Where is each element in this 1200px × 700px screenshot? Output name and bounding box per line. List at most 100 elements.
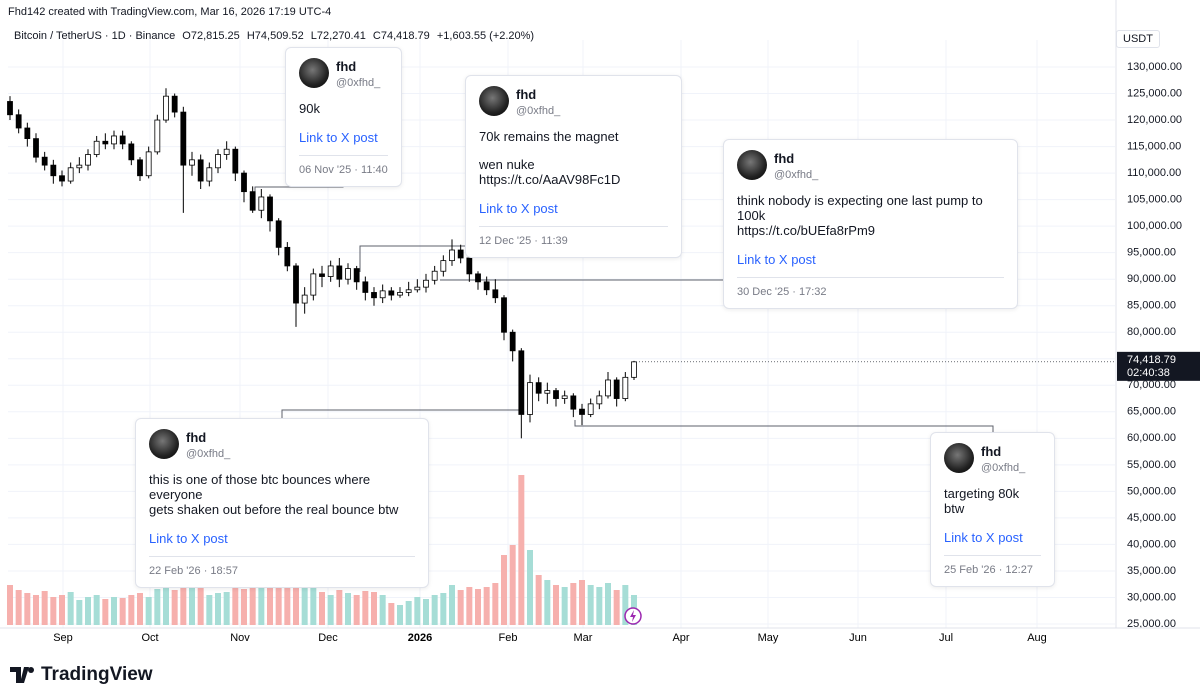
volume-bar <box>128 595 135 625</box>
candle-body <box>388 290 395 296</box>
candle-body <box>50 164 57 177</box>
candle-body <box>284 246 291 267</box>
candle-body <box>501 297 507 333</box>
candle-body <box>535 382 542 394</box>
volume-bar <box>154 589 161 625</box>
logo[interactable]: TradingView <box>10 664 153 686</box>
volume-bar <box>15 590 22 625</box>
candle-body <box>258 196 265 211</box>
candle-body <box>137 159 143 177</box>
legend: Bitcoin / TetherUS · 1D · Binance O72,81… <box>14 30 538 42</box>
price-badge <box>1117 351 1200 381</box>
volume-bar <box>111 597 117 625</box>
volume-bar <box>267 583 273 625</box>
post-line: this is one of those btc bounces where e… <box>149 472 371 502</box>
candle-body <box>232 148 239 174</box>
x-tick-label: 2026 <box>408 632 432 644</box>
volume-bar <box>336 590 343 625</box>
x-tick-label: Mar <box>574 632 593 644</box>
candle-body <box>596 395 603 405</box>
post-line: think nobody is expecting one last pump … <box>737 193 983 223</box>
candle-body <box>518 350 525 415</box>
volume-bar <box>553 585 559 625</box>
post-date: 06 Nov '25 · 11:40 <box>299 155 388 176</box>
y-tick-label: 90,000.00 <box>1127 273 1176 285</box>
candle-body <box>449 249 455 262</box>
candle-body <box>310 273 317 296</box>
candle-body <box>93 140 100 155</box>
candle-body <box>180 111 187 166</box>
y-tick-label: 130,000.00 <box>1127 61 1182 73</box>
post-card: fhd @0xfhd_ this is one of those btc bounc… <box>135 418 429 588</box>
candle-body <box>336 265 343 280</box>
volume-bar <box>475 589 481 625</box>
candle-body <box>371 292 377 299</box>
avatar <box>299 58 329 88</box>
volume-bar <box>535 575 542 625</box>
volume-bar <box>431 595 438 625</box>
avatar <box>944 443 974 473</box>
x-tick-label: Dec <box>318 632 338 644</box>
y-tick-label: 60,000.00 <box>1127 432 1176 444</box>
post-line: wen nuke https://t.co/AaAV98Fc1D <box>479 157 621 187</box>
candle-body <box>163 95 169 121</box>
volume-bar <box>24 593 31 625</box>
avatar <box>149 429 179 459</box>
post-card: fhd @0xfhd_ think nobody is expecting one … <box>723 139 1018 309</box>
alert-bolt <box>630 610 636 622</box>
volume-bar <box>215 593 221 625</box>
volume-bar <box>518 475 525 625</box>
candle-body <box>7 101 13 116</box>
volume-bar <box>275 580 282 625</box>
post-link[interactable]: Link to X post <box>149 531 228 546</box>
author-name: fhd <box>186 430 207 445</box>
candle-body <box>59 175 65 182</box>
currency[interactable]: USDT <box>1116 30 1160 48</box>
volume-bar <box>249 585 256 625</box>
x-tick-label: Oct <box>141 632 158 644</box>
volume-bar <box>605 583 611 625</box>
post-link[interactable]: Link to X post <box>944 530 1023 545</box>
post-card: fhd @0xfhd_ targeting 80k btw Link to X pos… <box>930 432 1055 587</box>
x-tick-label: Jun <box>849 632 867 644</box>
y-tick-label: 110,000.00 <box>1127 167 1181 179</box>
candle-body <box>579 408 585 415</box>
author-handle: @0xfhd_ <box>774 169 819 181</box>
candle-body <box>197 159 204 182</box>
candle-body <box>414 286 421 291</box>
candle-body <box>466 257 473 275</box>
candle-body <box>15 114 22 129</box>
author-handle: @0xfhd_ <box>981 462 1026 474</box>
candle-body <box>189 159 195 166</box>
l-label: L <box>310 30 317 42</box>
x-tick-label: Nov <box>230 632 250 644</box>
c-label: C <box>372 30 381 42</box>
post-link[interactable]: Link to X post <box>479 201 558 216</box>
post-line: 90k <box>299 101 320 116</box>
post-line: targeting 80k btw <box>944 486 1020 516</box>
volume-bar <box>293 570 299 625</box>
y-tick-label: 30,000.00 <box>1127 591 1176 603</box>
candle-body <box>145 151 152 177</box>
candle-body <box>154 119 161 153</box>
post-link[interactable]: Link to X post <box>737 252 816 267</box>
volume-bar <box>319 592 325 625</box>
post-text: 90k <box>299 101 388 116</box>
volume-bar <box>345 593 351 625</box>
y-tick-label: 50,000.00 <box>1127 485 1176 497</box>
post-link[interactable]: Link to X post <box>299 130 378 145</box>
candle-body <box>553 390 559 399</box>
candle-body <box>41 156 48 166</box>
volume-bar <box>7 585 13 625</box>
candle-body <box>327 265 334 277</box>
author-name: fhd <box>336 59 357 74</box>
candle-body <box>267 196 273 222</box>
volume-bar <box>405 601 412 625</box>
volume-bar <box>457 590 464 625</box>
candle-body <box>613 379 620 399</box>
close: 74,418.79 <box>380 30 430 42</box>
candle-body <box>206 167 213 182</box>
volume-bar <box>353 595 360 625</box>
volume-bar <box>492 583 499 625</box>
candle-body <box>171 95 178 113</box>
